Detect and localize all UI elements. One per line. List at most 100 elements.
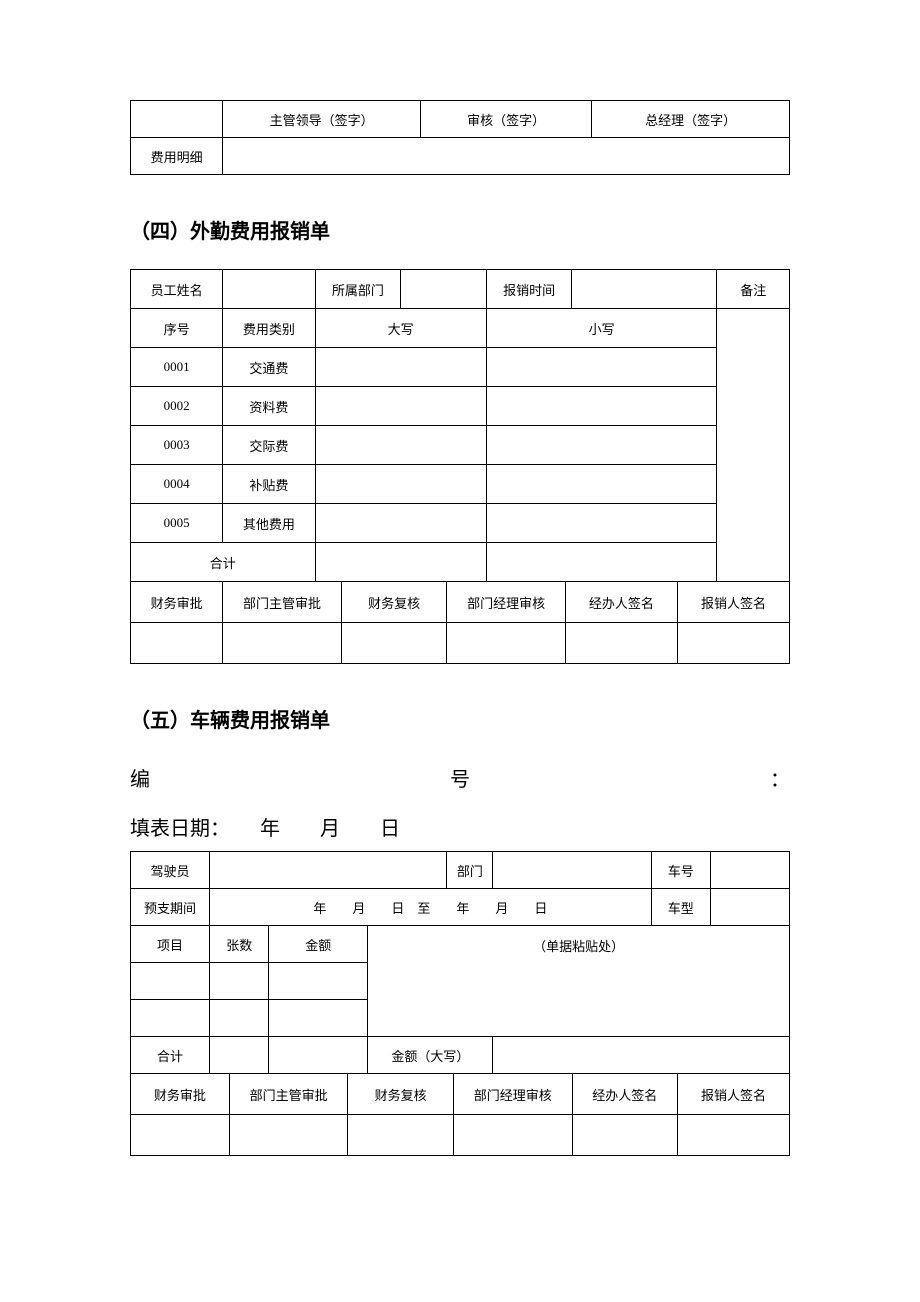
row-upper [315, 504, 486, 543]
total-amount [269, 1037, 368, 1074]
vehicle-expense-table: 驾驶员 部门 车号 预支期间 年 月 日 至 年 月 日 车型 项目 张数 金额… [130, 851, 790, 1074]
approval-6-val [677, 1115, 789, 1156]
document-page: 主管领导（签字） 审核（签字） 总经理（签字） 费用明细 （四）外勤费用报销单 … [0, 0, 920, 1216]
amount-upper-label: 金额（大写） [368, 1037, 493, 1074]
number-lbl-1: 编 [130, 763, 150, 792]
amount-cell [269, 963, 368, 1000]
fieldwork-approval-table: 财务审批 部门主管审批 财务复核 部门经理审核 经办人签名 报销人签名 [130, 581, 790, 664]
approval-2-val [223, 623, 342, 664]
approval-5: 经办人签名 [572, 1074, 677, 1115]
amount-cell [269, 1000, 368, 1037]
row-cat: 补贴费 [223, 465, 315, 504]
supervisor-sign-header: 主管领导（签字） [223, 101, 421, 138]
car-type-value [710, 889, 789, 926]
total-sheets [210, 1037, 269, 1074]
reimb-time-label: 报销时间 [486, 270, 572, 309]
item-cell [131, 963, 210, 1000]
car-type-label: 车型 [651, 889, 710, 926]
approval-5-val [572, 1115, 677, 1156]
approval-5: 经办人签名 [565, 582, 677, 623]
advance-period-value: 年 月 日 至 年 月 日 [210, 889, 651, 926]
dept-label: 部门 [447, 852, 493, 889]
approval-4-val [453, 1115, 572, 1156]
approval-3: 财务复核 [348, 1074, 453, 1115]
row-upper [315, 465, 486, 504]
sheets-cell [210, 963, 269, 1000]
form-number-line: 编 号 ： [130, 763, 790, 792]
row-cat: 其他费用 [223, 504, 315, 543]
dept-value [401, 270, 487, 309]
car-no-value [710, 852, 789, 889]
row-cat: 交际费 [223, 426, 315, 465]
approval-6: 报销人签名 [677, 1074, 789, 1115]
advance-period-label: 预支期间 [131, 889, 210, 926]
approval-1-val [131, 623, 223, 664]
row-upper [315, 387, 486, 426]
dept-label: 所属部门 [315, 270, 401, 309]
approval-6: 报销人签名 [677, 582, 789, 623]
row-no: 0005 [131, 504, 223, 543]
approval-2: 部门主管审批 [223, 582, 342, 623]
row-no: 0004 [131, 465, 223, 504]
total-upper [315, 543, 486, 582]
row-lower [486, 348, 717, 387]
sheets-cell [210, 1000, 269, 1037]
row-cat: 交通费 [223, 348, 315, 387]
remark-label: 备注 [717, 270, 790, 309]
amount-upper-value [493, 1037, 790, 1074]
row-lower [486, 387, 717, 426]
category-header: 费用类别 [223, 309, 315, 348]
amount-header: 金额 [269, 926, 368, 963]
row-lower [486, 465, 717, 504]
section-4-title: （四）外勤费用报销单 [130, 215, 790, 244]
upper-header: 大写 [315, 309, 486, 348]
number-lbl-3: ： [770, 763, 790, 792]
audit-sign-header: 审核（签字） [420, 101, 591, 138]
item-header: 项目 [131, 926, 210, 963]
approval-3-val [348, 1115, 453, 1156]
approval-2-val [229, 1115, 348, 1156]
approval-3-val [341, 623, 446, 664]
seq-header: 序号 [131, 309, 223, 348]
total-lower [486, 543, 717, 582]
gm-sign-header: 总经理（签字） [592, 101, 790, 138]
row-lower [486, 504, 717, 543]
lower-header: 小写 [486, 309, 717, 348]
row-no: 0001 [131, 348, 223, 387]
total-label: 合计 [131, 1037, 210, 1074]
approval-1: 财务审批 [131, 1074, 230, 1115]
total-label: 合计 [131, 543, 316, 582]
row-no: 0002 [131, 387, 223, 426]
row-lower [486, 426, 717, 465]
emp-name-value [223, 270, 315, 309]
approval-1-val [131, 1115, 230, 1156]
emp-name-label: 员工姓名 [131, 270, 223, 309]
approval-2: 部门主管审批 [229, 1074, 348, 1115]
blank-cell [131, 101, 223, 138]
fieldwork-expense-table: 员工姓名 所属部门 报销时间 备注 序号 费用类别 大写 小写 0001 交通费… [130, 269, 790, 582]
dept-value [493, 852, 651, 889]
vehicle-approval-table: 财务审批 部门主管审批 财务复核 部门经理审核 经办人签名 报销人签名 [130, 1073, 790, 1156]
approval-5-val [565, 623, 677, 664]
car-no-label: 车号 [651, 852, 710, 889]
section-5-title: （五）车辆费用报销单 [130, 704, 790, 733]
sheets-header: 张数 [210, 926, 269, 963]
expense-detail-cell [223, 138, 790, 175]
item-cell [131, 1000, 210, 1037]
approval-4: 部门经理审核 [453, 1074, 572, 1115]
row-no: 0003 [131, 426, 223, 465]
row-upper [315, 426, 486, 465]
approval-6-val [677, 623, 789, 664]
driver-value [210, 852, 447, 889]
row-upper [315, 348, 486, 387]
paste-area: （单据粘贴处） [368, 926, 790, 1037]
number-lbl-2: 号 [150, 763, 770, 792]
approval-3: 财务复核 [341, 582, 446, 623]
approval-4: 部门经理审核 [447, 582, 566, 623]
reimb-time-value [572, 270, 717, 309]
row-cat: 资料费 [223, 387, 315, 426]
remark-body [717, 309, 790, 582]
expense-detail-label: 费用明细 [131, 138, 223, 175]
signature-table: 主管领导（签字） 审核（签字） 总经理（签字） 费用明细 [130, 100, 790, 175]
form-date-line: 填表日期： 年 月 日 [130, 812, 790, 841]
